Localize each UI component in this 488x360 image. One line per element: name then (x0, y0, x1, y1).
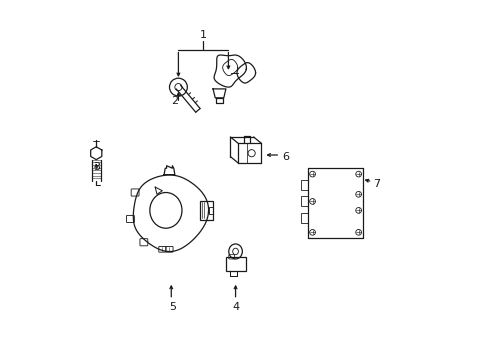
Bar (301, 197, 307, 206)
Text: 7: 7 (372, 179, 380, 189)
Bar (209, 207, 213, 214)
Text: 3: 3 (93, 162, 100, 172)
Text: 2: 2 (171, 96, 178, 107)
Bar (301, 180, 307, 190)
Text: 5: 5 (169, 302, 176, 312)
Bar (200, 201, 213, 220)
Text: 4: 4 (231, 302, 239, 312)
Bar (301, 212, 307, 222)
Text: 6: 6 (282, 152, 288, 162)
Bar (225, 257, 245, 271)
Text: 1: 1 (200, 30, 206, 40)
